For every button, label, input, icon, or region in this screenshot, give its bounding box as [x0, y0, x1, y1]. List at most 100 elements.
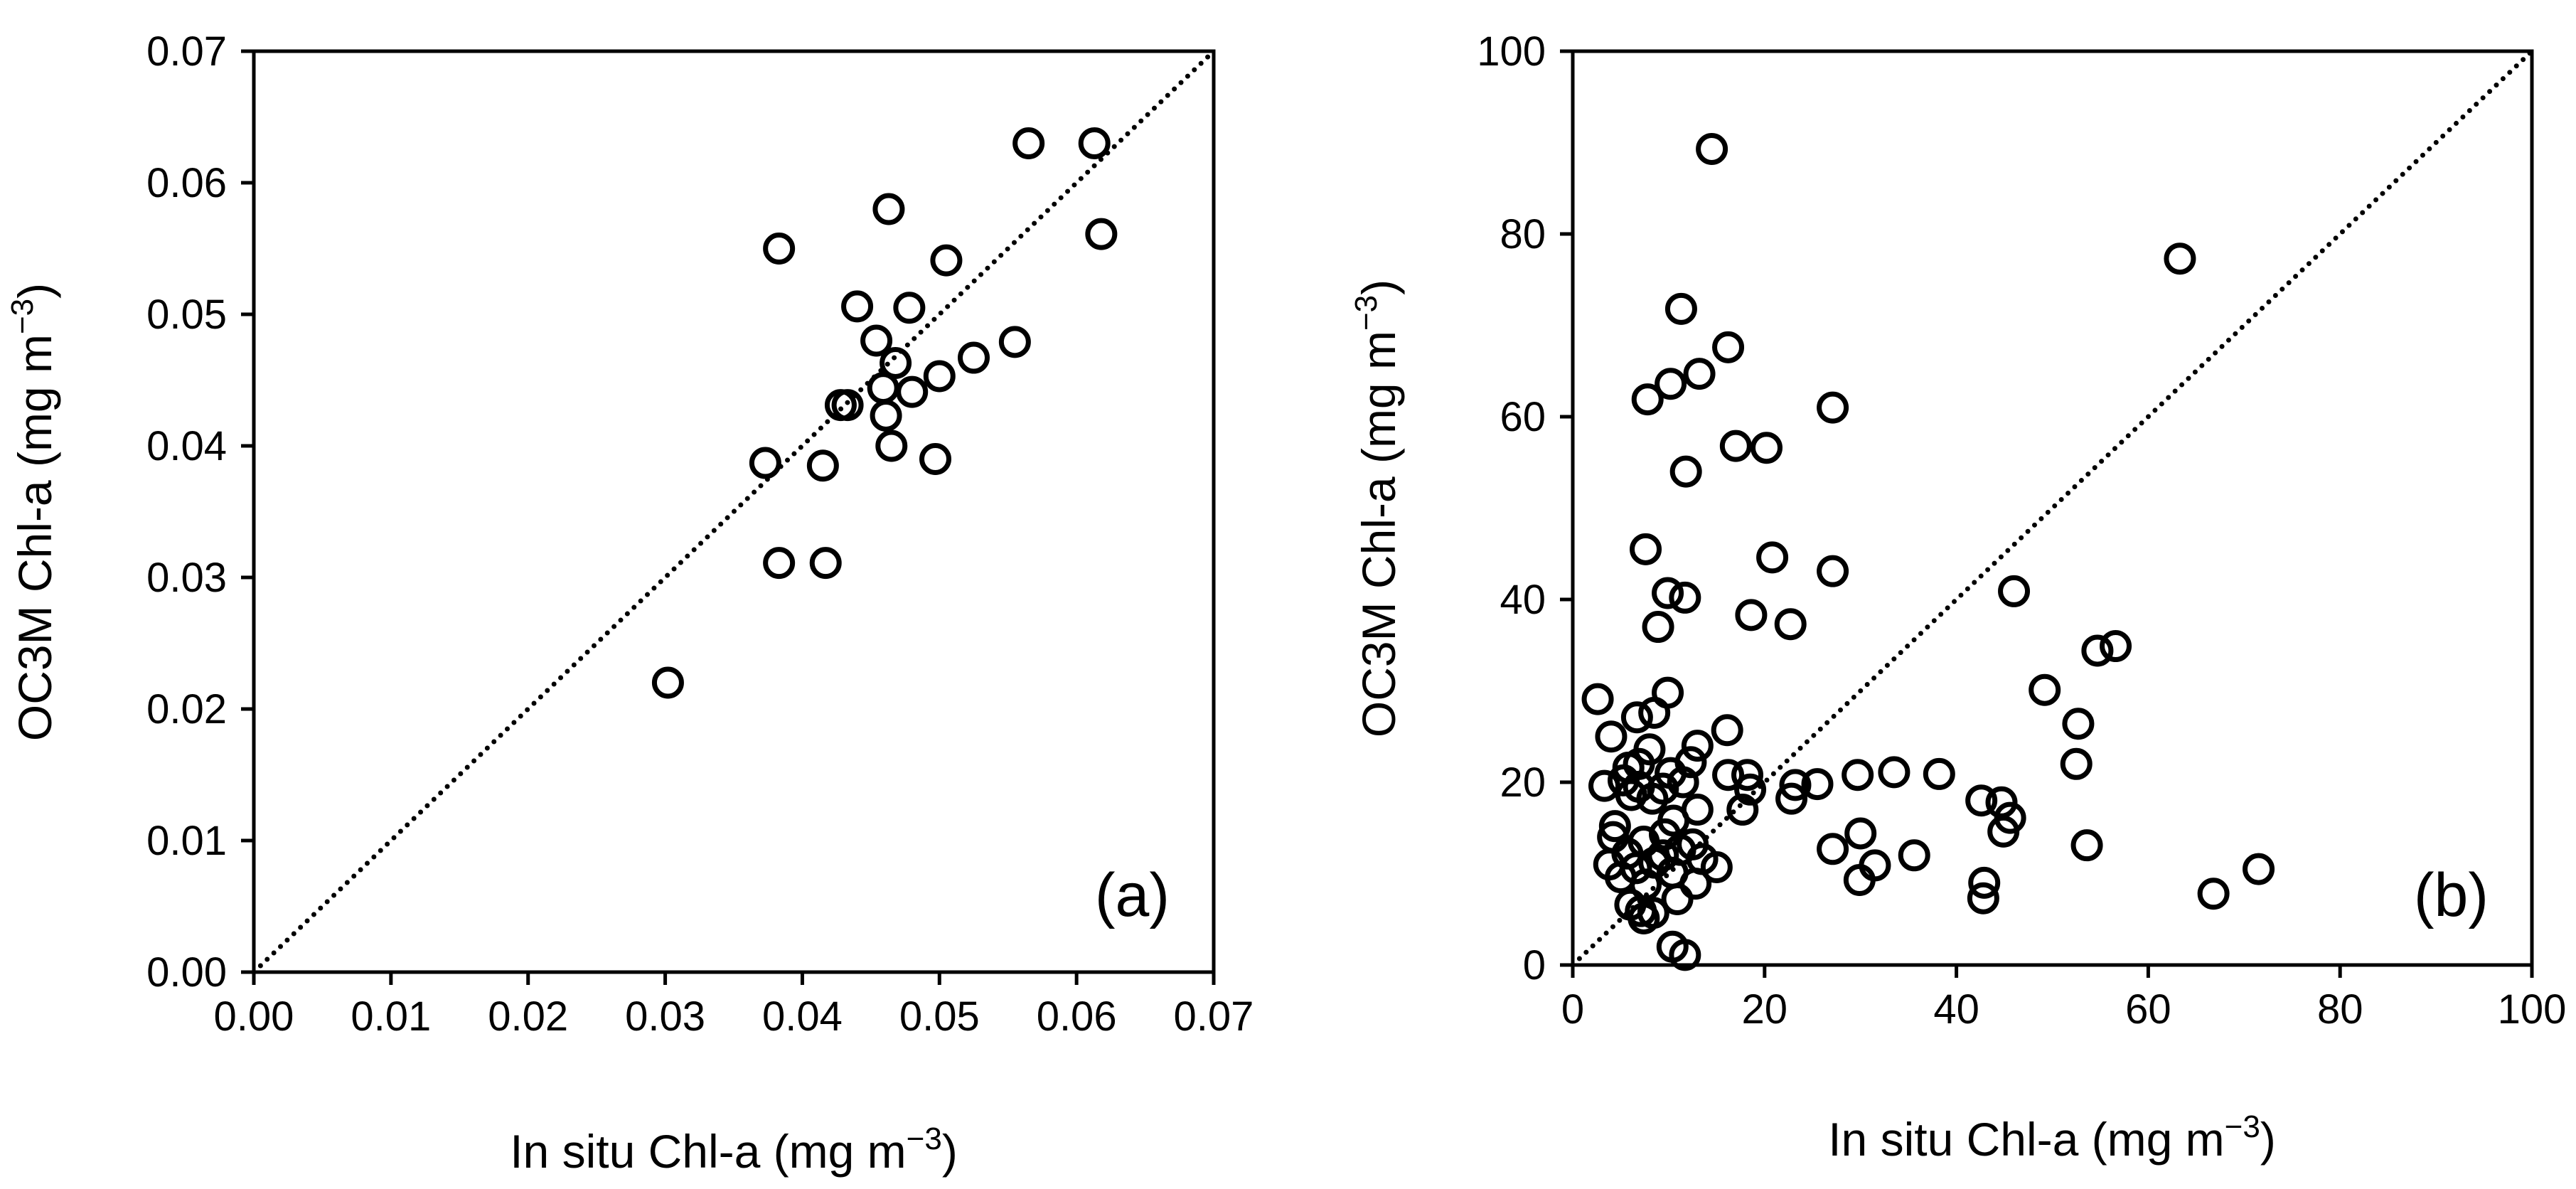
panel-b-one-to-one-line — [1570, 48, 2535, 968]
panel-b-data-point — [1967, 882, 1999, 915]
panel-b-data-point — [2029, 673, 2061, 706]
panel-a-data-point — [806, 449, 839, 482]
panel-b-data-point — [1636, 782, 1669, 815]
panel-a-x-tick-label: 0.03 — [625, 993, 705, 1040]
panel-a-data-point — [923, 360, 956, 393]
panel-b-data-point — [1631, 383, 1664, 416]
panel-a-data-point — [1085, 218, 1118, 250]
panel-a-y-tick-label: 0.02 — [146, 686, 227, 732]
panel-a-x-axis-title: In situ Chl-a (mg m−3) — [510, 1121, 958, 1178]
panel-b-data-point — [1774, 608, 1807, 641]
panel-b-x-ticks: 0 20 40 60 80 100 — [1561, 965, 2567, 1033]
panel-a-data-point — [875, 430, 908, 462]
panel-b-data-point — [1719, 430, 1752, 462]
panel-b-x-tick-label: 80 — [2317, 986, 2363, 1033]
panel-a-data-point — [831, 389, 864, 422]
panel-a-data-point — [880, 346, 912, 379]
panel-a-label: (a) — [1095, 861, 1170, 929]
panel-b-data-point — [1664, 292, 1697, 325]
panel-b-y-tick-label: 60 — [1500, 394, 1546, 440]
panel-b-data-point — [1588, 769, 1621, 802]
panel-b-y-tick-label: 20 — [1500, 759, 1546, 806]
panel-b-data-point — [1681, 730, 1714, 762]
panel-b-data-point — [1711, 714, 1743, 747]
panel-b-data-point — [1965, 784, 1998, 817]
panel-a-data-point — [841, 290, 874, 323]
panel-a-scatter-chart: 0.00 0.01 0.02 0.03 0.04 0.05 0.06 0.07 0.000.0… — [5, 28, 1254, 1178]
panel-b-data-point — [2062, 708, 2095, 740]
panel-a-data-point — [1078, 127, 1111, 159]
panel-a-y-tick-label: 0.04 — [146, 423, 227, 469]
panel-b-data-point — [1843, 863, 1876, 896]
panel-b-data-point — [1779, 769, 1812, 801]
panel-b-label: (b) — [2414, 861, 2489, 929]
panel-b-x-tick-label: 20 — [1742, 986, 1788, 1033]
panel-a-data-point — [809, 547, 842, 580]
panel-a-x-tick-label: 0.01 — [351, 993, 431, 1040]
panel-b-plot-frame — [1571, 49, 2534, 967]
panel-b-data-point — [1667, 766, 1699, 799]
panel-b-data-point — [1817, 391, 1849, 424]
panel-a-data-points — [651, 127, 1118, 699]
panel-b-data-point — [1683, 358, 1716, 390]
panel-a-x-tick-label: 0.05 — [899, 993, 980, 1040]
panel-b-data-point — [1775, 782, 1808, 815]
panel-a-y-tick-label: 0.03 — [146, 555, 227, 601]
panel-b-data-point — [2243, 853, 2275, 885]
panel-a-x-tick-label: 0.04 — [762, 993, 843, 1040]
panel-b-data-point — [1817, 555, 1849, 587]
panel-b-data-point — [1581, 683, 1614, 715]
panel-b-data-point — [1655, 368, 1687, 400]
panel-b-data-point — [1987, 815, 2020, 848]
panel-a-x-tick-label: 0.06 — [1037, 993, 1117, 1040]
panel-a-data-point — [860, 324, 893, 357]
panel-b-data-point — [1817, 833, 1849, 865]
panel-b-data-point — [1998, 575, 2031, 607]
panel-b-y-axis-title: OC3M Chl-a (mg m−3) — [1349, 279, 1405, 737]
panel-a-y-tick-label: 0.01 — [146, 818, 227, 864]
panel-b-x-axis-title: In situ Chl-a (mg m−3) — [1828, 1109, 2276, 1166]
panel-a-data-point — [896, 375, 929, 408]
panel-b-y-tick-label: 80 — [1500, 211, 1546, 257]
panel-b-x-tick-label: 100 — [2498, 986, 2567, 1033]
panel-a-data-point — [763, 233, 796, 265]
panel-b-y-tick-label: 0 — [1523, 942, 1546, 988]
panel-a-x-tick-label: 0.07 — [1174, 993, 1254, 1040]
panel-b-data-point — [1842, 759, 1874, 791]
panel-b-data-point — [1712, 759, 1745, 791]
panel-b-data-point — [1923, 757, 1955, 790]
panel-a-data-point — [749, 447, 781, 479]
panel-a-data-point — [998, 326, 1031, 358]
panel-b-data-point — [1647, 839, 1679, 872]
panel-b-data-point — [2081, 634, 2114, 667]
panel-b-data-point — [1638, 696, 1671, 729]
panel-a-data-point — [919, 443, 951, 475]
panel-b-x-tick-label: 60 — [2125, 986, 2171, 1033]
panel-b-y-tick-label: 100 — [1477, 28, 1546, 75]
panel-b-data-point — [1801, 768, 1834, 801]
panel-b-data-point — [1844, 817, 1877, 850]
panel-b-data-point — [1652, 577, 1684, 609]
panel-b-data-point — [2070, 829, 2103, 862]
panel-b-x-tick-label: 40 — [1933, 986, 1979, 1033]
panel-b-data-point — [1679, 868, 1712, 900]
panel-b-data-point — [1669, 455, 1702, 488]
panel-b-data-point — [1696, 132, 1728, 165]
panel-a-data-point — [893, 292, 926, 324]
panel-a-y-ticks: 0.00 0.01 0.02 0.03 0.04 0.05 0.06 0.07 — [146, 28, 254, 996]
panel-a-y-tick-label: 0.05 — [146, 292, 227, 338]
panel-b-data-point — [2164, 242, 2196, 275]
panel-a-data-point — [870, 399, 902, 432]
panel-a-data-point — [958, 341, 990, 374]
panel-b-data-point — [1620, 701, 1653, 734]
panel-b-x-tick-label: 0 — [1561, 986, 1584, 1033]
panel-b-data-point — [2197, 878, 2230, 910]
panel-b-data-point — [1595, 720, 1628, 753]
panel-b-data-point — [1630, 533, 1662, 565]
panel-b-data-point — [2100, 630, 2132, 663]
panel-a-x-ticks: 0.00 0.01 0.02 0.03 0.04 0.05 0.06 0.07 — [214, 972, 1254, 1040]
panel-b-data-point — [1669, 939, 1701, 971]
panel-b-data-point — [1628, 902, 1660, 934]
panel-a-plot-frame — [252, 49, 1216, 974]
